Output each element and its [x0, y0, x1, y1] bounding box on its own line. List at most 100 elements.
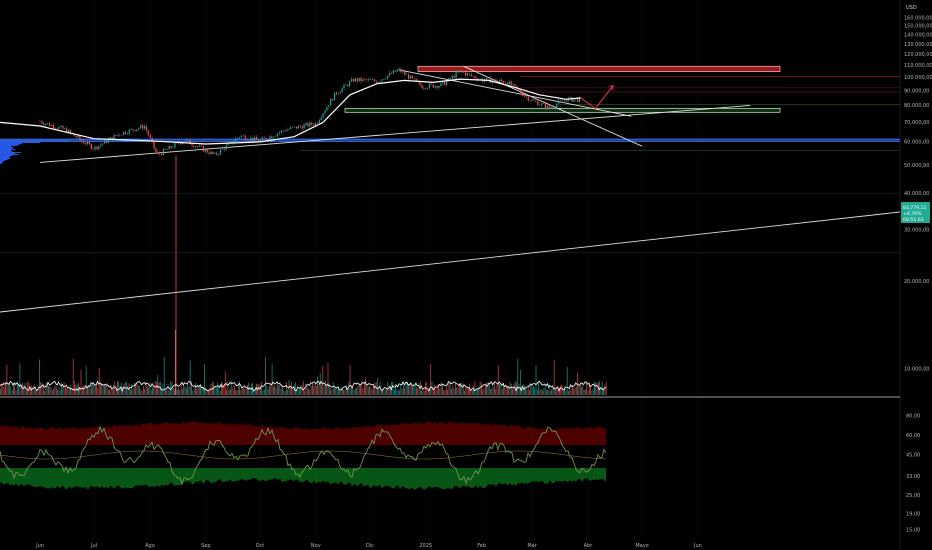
projection-arrow-head[interactable] — [609, 85, 614, 90]
long-trendline[interactable] — [0, 211, 901, 313]
volume-bar — [106, 383, 108, 395]
volume-bar — [71, 387, 73, 395]
candle-body — [463, 71, 465, 73]
volume-bar — [456, 387, 458, 395]
candle-body — [381, 79, 383, 82]
projection-arrow-path[interactable] — [580, 85, 614, 110]
volume-bar — [392, 381, 394, 395]
candle-body — [227, 143, 229, 146]
volume-profile-bar — [0, 142, 41, 143]
candle-body — [368, 79, 370, 81]
volume-bar — [124, 382, 126, 395]
volume-bar — [40, 381, 42, 395]
candle-body — [531, 99, 533, 101]
price-axis[interactable]: 160.000,00 150.000,00 140.000,00 130.000,00… — [904, 15, 932, 533]
volume-bar — [219, 390, 221, 395]
candle-body — [411, 75, 413, 79]
candle-body — [157, 152, 159, 154]
volume-bar — [358, 383, 360, 395]
volume-bar — [592, 388, 594, 395]
volume-bar — [605, 381, 607, 395]
candle-body — [123, 131, 125, 135]
candle-body — [442, 82, 444, 84]
candle-body — [512, 84, 514, 86]
volume-bar — [488, 383, 490, 395]
trendline[interactable] — [398, 69, 632, 117]
volume-bar — [223, 385, 225, 395]
price-tick-label: 90.000,00 — [904, 88, 929, 94]
volume-bar — [228, 389, 230, 395]
volume-bar — [603, 388, 604, 395]
moving-average — [0, 78, 581, 145]
candle-body — [278, 132, 280, 134]
volume-bar — [468, 387, 469, 395]
candle-body — [544, 103, 546, 109]
volume-bar — [135, 383, 136, 395]
candle-body — [520, 90, 522, 94]
candle-body — [324, 110, 326, 114]
volume-bar — [552, 386, 554, 395]
candle-body — [396, 69, 398, 72]
candle-body — [219, 149, 222, 155]
volume-profile-bar — [0, 157, 10, 158]
time-axis[interactable]: Jun Jul Ago Sep Oct Nov Dic 2025 Feb Mar Abr Mayo Ju… — [35, 543, 702, 549]
volume-bar — [273, 386, 274, 395]
volume-bar — [208, 390, 209, 395]
volume-bar — [53, 388, 55, 395]
volume-bar — [0, 388, 1, 395]
price-tick-label: 60.000,00 — [904, 140, 929, 146]
oscillator-tick-label: 19,00 — [906, 511, 920, 517]
volume-bar — [499, 383, 500, 395]
volume-bar — [275, 387, 277, 395]
volume-bar — [132, 389, 134, 395]
candle-body — [525, 96, 527, 97]
volume-bar — [448, 383, 450, 395]
candle-body — [88, 141, 90, 145]
candle-body — [136, 129, 138, 132]
volume-bar — [349, 364, 351, 395]
candle-body — [314, 122, 317, 126]
volume-bar — [568, 390, 569, 395]
candle-body — [472, 75, 474, 77]
candle-body — [561, 100, 564, 102]
candle-body — [313, 124, 315, 126]
candle-body — [83, 140, 85, 144]
volume-bar — [481, 383, 482, 395]
candle-body — [320, 117, 322, 121]
volume-bar — [214, 385, 216, 395]
volume-bar — [369, 385, 370, 395]
volume-bar — [49, 383, 51, 395]
candle-body — [501, 79, 503, 82]
volume-bar — [65, 387, 66, 395]
candle-body — [105, 140, 108, 143]
volume-bar — [101, 382, 103, 395]
volume-bar — [586, 381, 588, 395]
volume-bar — [111, 387, 113, 395]
time-tick-label: Nov — [311, 543, 321, 549]
candle-body — [373, 79, 375, 82]
volume-bar — [315, 386, 317, 395]
candle-body — [115, 135, 117, 136]
volume-bar — [191, 381, 192, 395]
projection-arrow[interactable] — [580, 85, 614, 110]
volume-bar — [7, 383, 9, 395]
candle-body — [569, 97, 571, 98]
candle-body — [522, 93, 524, 96]
volume-bar — [435, 389, 437, 395]
candle-body — [62, 125, 64, 129]
volume-bar — [296, 389, 298, 395]
resistance-zone[interactable] — [417, 65, 781, 72]
candle-body — [387, 75, 389, 79]
volume-bar — [54, 384, 56, 395]
candle-body — [375, 81, 377, 83]
volume-bar — [525, 387, 526, 395]
volume-bar — [382, 389, 383, 395]
volume-bar — [156, 382, 157, 395]
volume-profile-bar — [0, 145, 18, 146]
volume-bar — [91, 382, 92, 395]
volume-bar — [204, 363, 205, 395]
volume-bar — [477, 388, 478, 395]
candle-body — [212, 151, 214, 154]
volume-bar — [338, 386, 339, 395]
